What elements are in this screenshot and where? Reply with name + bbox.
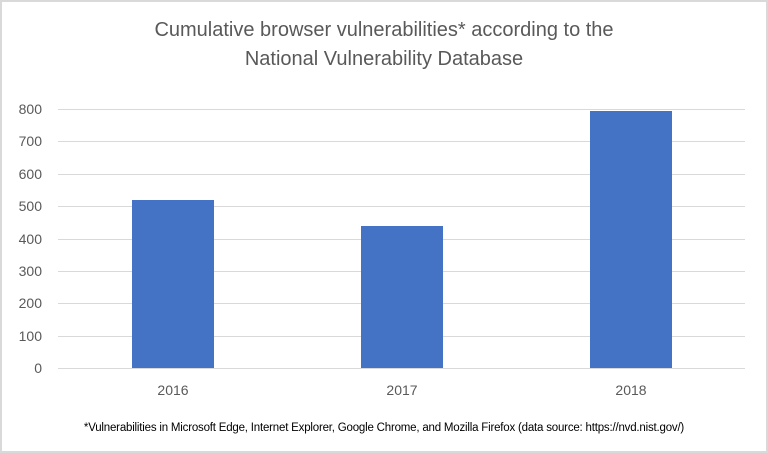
y-axis-tick-label: 700 xyxy=(18,133,42,149)
gridline xyxy=(58,206,745,207)
y-axis-tick-label: 400 xyxy=(18,231,42,247)
x-axis-tick-label: 2018 xyxy=(615,382,647,398)
y-axis-tick-label: 600 xyxy=(18,166,42,182)
chart-title-line-2: National Vulnerability Database xyxy=(244,48,524,70)
bar-2017 xyxy=(361,226,443,368)
bar-2018 xyxy=(590,111,672,368)
y-axis-tick-label: 100 xyxy=(18,328,42,344)
x-axis-tick-label: 2016 xyxy=(157,382,189,398)
gridline xyxy=(58,109,745,110)
bar-2016 xyxy=(132,200,214,368)
y-axis-tick-label: 500 xyxy=(18,198,42,214)
gridline xyxy=(58,368,745,369)
chart-footnote: *Vulnerabilities in Microsoft Edge, Inte… xyxy=(83,422,685,434)
gridline xyxy=(58,141,745,142)
y-axis-tick-label: 200 xyxy=(18,295,42,311)
gridline xyxy=(58,174,745,175)
y-axis-tick-label: 800 xyxy=(18,101,42,117)
chart-title: Cumulative browser vulnerabilities* acco… xyxy=(0,16,768,74)
y-axis-tick-label: 0 xyxy=(34,360,42,376)
y-axis-tick-label: 300 xyxy=(18,263,42,279)
chart-title-line-1: Cumulative browser vulnerabilities* acco… xyxy=(154,19,614,41)
x-axis-tick-label: 2017 xyxy=(386,382,418,398)
